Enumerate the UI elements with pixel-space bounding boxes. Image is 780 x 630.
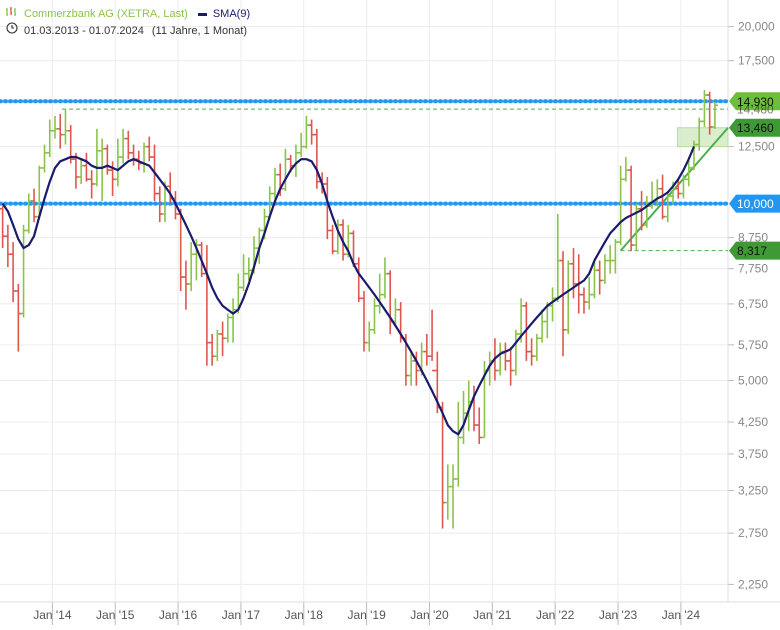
- x-tick-label: Jan '24: [662, 608, 701, 622]
- y-tick-label: 8,750: [738, 231, 768, 245]
- price-badge: [729, 92, 780, 111]
- y-tick-label: 2,750: [738, 526, 768, 540]
- legend-instrument: Commerzbank AG (XETRA, Last): [24, 8, 188, 20]
- y-tick-label: 2,250: [738, 577, 768, 591]
- y-tick-label: 7,750: [738, 262, 768, 276]
- y-tick-label: 6,750: [738, 297, 768, 311]
- legend-span: (11 Jahre, 1 Monat): [151, 24, 248, 37]
- y-tick-label: 5,750: [738, 338, 768, 352]
- price-badge-label: 14,480: [737, 103, 774, 117]
- legend-sma: SMA(9): [212, 8, 251, 20]
- x-tick-label: Jan '16: [159, 608, 198, 622]
- x-tick-label: Jan '19: [347, 608, 386, 622]
- chart-legend: Commerzbank AG (XETRA, Last) SMA(9) 01.0…: [6, 6, 250, 39]
- clock-icon: [6, 22, 18, 39]
- ohlc-bars-icon: [6, 6, 18, 22]
- x-tick-label: Jan '15: [96, 608, 135, 622]
- x-tick-label: Jan '21: [473, 608, 512, 622]
- price-badge-label: 10,000: [737, 197, 774, 211]
- sma-line: [1, 146, 696, 436]
- price-badge-label: 8,317: [737, 244, 767, 258]
- x-tick-label: Jan '23: [599, 608, 638, 622]
- x-tick-label: Jan '20: [410, 608, 449, 622]
- x-tick-label: Jan '17: [222, 608, 261, 622]
- y-tick-label: 4,250: [738, 415, 768, 429]
- price-badge: [729, 194, 780, 213]
- price-badge-label: 14,930: [737, 95, 774, 109]
- price-badge: [729, 118, 780, 137]
- price-badge: [729, 241, 780, 260]
- price-badge-label: 13,460: [737, 121, 774, 135]
- x-tick-label: Jan '14: [33, 608, 72, 622]
- y-tick-label: 12,500: [738, 140, 775, 154]
- x-tick-label: Jan '22: [536, 608, 575, 622]
- y-tick-label: 17,500: [738, 54, 775, 68]
- y-tick-label: 3,750: [738, 447, 768, 461]
- y-tick-label: 20,000: [738, 20, 775, 34]
- legend-date-range: 01.03.2013 - 01.07.2024: [24, 24, 144, 37]
- sma-swatch: [197, 12, 207, 16]
- y-tick-label: 3,250: [738, 484, 768, 498]
- y-tick-label: 5,000: [738, 374, 768, 388]
- x-tick-label: Jan '18: [285, 608, 324, 622]
